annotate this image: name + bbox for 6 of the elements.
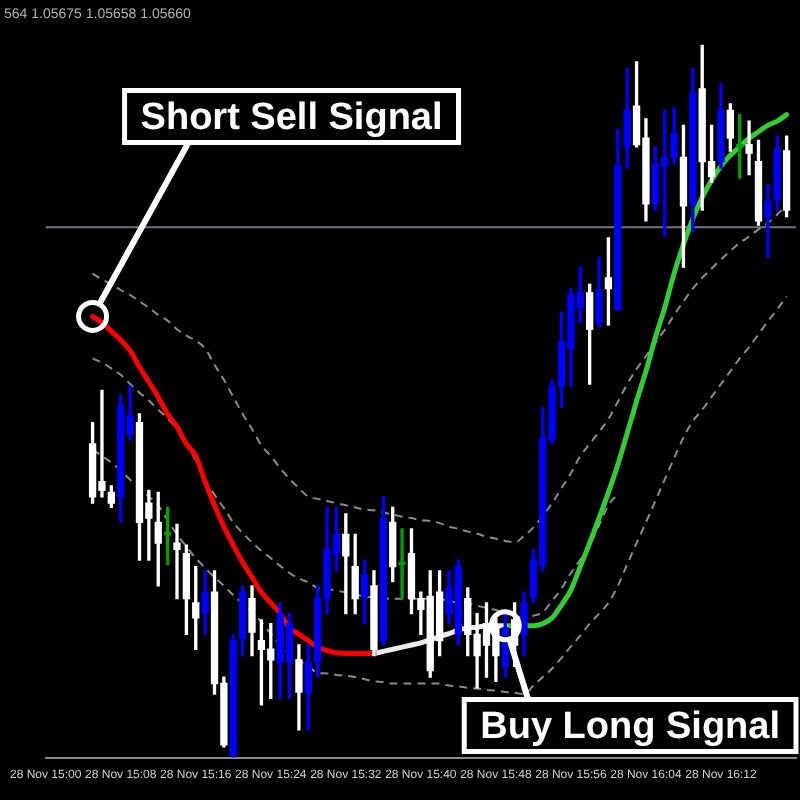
candlestick (398, 528, 406, 600)
annotation: Buy Long Signal (480, 706, 781, 749)
annotation: Short Sell Signal (140, 96, 443, 139)
candlestick (764, 183, 772, 258)
candlestick (745, 120, 753, 176)
candlestick (173, 523, 181, 600)
